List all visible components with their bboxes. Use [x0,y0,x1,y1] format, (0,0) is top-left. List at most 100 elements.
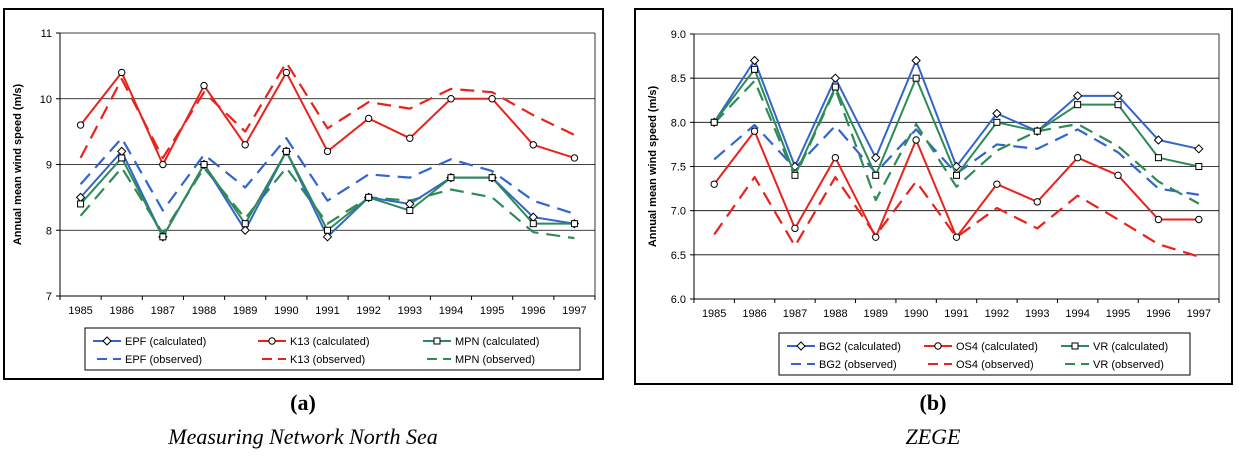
chart-a-data-point [406,207,414,215]
chart-a-legend-marker [433,337,441,345]
chart-a-data-point [488,174,496,182]
chart-b-legend-label: OS4 (calculated) [956,341,1038,353]
chart-a-data-point [159,160,167,169]
chart-a-x-tick-label: 1990 [274,305,298,317]
chart-b-legend-label: BG2 (calculated) [819,341,901,353]
chart-a-data-point [118,154,126,162]
chart-a-data-point [282,147,290,155]
chart-a-x-tick-label: 1997 [562,305,586,317]
chart-a-data-point [240,225,250,235]
chart-a-data-point [200,81,208,90]
chart-b-y-tick-label: 6.5 [671,250,686,262]
chart-b-data-point [1033,198,1041,206]
chart-b-data-point [831,153,840,162]
chart-a-x-tick-label: 1988 [192,305,216,317]
chart-a-series-line [79,61,575,160]
chart-b-x-tick-label: 1985 [702,308,726,320]
chart-b-y-axis-label: Annual mean wind speed (m/s) [647,85,659,247]
chart-b-data-point [791,171,799,179]
chart-b-data-point [1154,154,1162,162]
chart-b-data-point [1195,163,1203,170]
chart-b-data-point [1074,101,1082,109]
chart-a-x-tick-label: 1992 [356,305,380,317]
chart-a-data-point [570,220,578,228]
chart-a-data-point [77,200,85,208]
chart-a-data-point [76,121,85,129]
chart-a-y-tick-label: 9 [46,160,52,172]
chart-a-data-point [241,141,249,149]
chart-a-data-point [118,68,126,77]
chart-a-legend-label: EPF (observed) [125,354,202,366]
chart-b-data-point [1113,91,1123,101]
chart-a-x-tick-label: 1993 [398,305,422,317]
chart-b-data-point [952,233,961,241]
chart-b-data-point [911,55,921,66]
chart-a-x-tick-label: 1991 [315,305,339,317]
chart-a-y-tick-label: 11 [41,28,52,40]
chart-a-x-tick-label: 1986 [109,305,133,317]
chart-a-legend-marker [102,336,112,346]
chart-a-data-point [406,134,414,142]
chart-b-data-point [791,224,799,233]
chart-a-x-tick-label: 1989 [233,305,257,317]
chart-panel-a: 7 8 9 10 11 1985 1986 1987 1988 1989 1990 1991 1992 1… [3,8,604,380]
chart-b-data-point [912,136,920,144]
chart-b-legend-marker [796,341,806,351]
chart-a-legend-label: MPN (calculated) [455,336,539,348]
chart-b-x-tick-label: 1992 [985,308,1009,320]
caption-b: ZEGE [905,424,961,449]
chart-b-data-point [871,152,881,163]
chart-a-x-tick-label: 1996 [521,305,545,317]
chart-a-x-tick-label: 1995 [480,305,504,317]
chart-b-y-tick-label: 6.0 [671,294,686,306]
chart-b-legend-label: VR (calculated) [1093,341,1168,353]
chart-a-data-point [200,161,208,168]
chart-b-x-tick-label: 1994 [1065,308,1089,320]
chart-a-data-point [322,232,333,242]
chart-b-data-point [1033,127,1041,135]
chart-b-legend-label: OS4 (observed) [956,359,1034,371]
chart-a-legend [84,327,581,371]
chart-b-data-point [710,118,718,126]
chart-b-data-point [1154,215,1163,224]
chart-b-data-point [993,180,1001,188]
chart-a-x-tick-label: 1987 [151,305,175,317]
chart-b-legend-marker [1071,342,1079,350]
chart-b-data-point [749,55,760,66]
chart-a-data-point [488,95,496,103]
chart-b-data-point [993,118,1001,126]
chart-b-legend [778,332,1191,376]
chart-a-y-tick-label: 7 [46,291,52,303]
chart-a-data-point [323,147,332,156]
chart-a-x-tick-label: 1985 [68,305,92,317]
chart-a-legend-label: K13 (calculated) [290,336,370,348]
chart-b-data-point [1073,153,1082,162]
chart-b-legend-label: VR (observed) [1093,359,1164,371]
chart-b-y-tick-label: 8.0 [671,117,686,129]
chart-b-data-point [1153,135,1164,145]
chart-b-x-tick-label: 1997 [1187,308,1211,320]
chart-a-legend-marker [268,337,276,345]
chart-b-x-tick-label: 1990 [904,308,928,320]
chart-a-legend-label: K13 (observed) [290,354,365,366]
chart-b-data-point [872,233,880,241]
chart-a-data-point [529,220,537,228]
chart-b-x-tick-label: 1995 [1106,308,1130,320]
chart-a-series-line [79,137,575,215]
chart-a-data-point [570,154,579,162]
panel-label-a: (a) [290,390,316,415]
chart-a-data-point [159,233,167,241]
chart-b-legend-label: BG2 (observed) [819,359,897,371]
chart-b-data-point [1194,144,1204,154]
chart-a-y-tick-label: 8 [46,225,52,237]
panel-label-b: (b) [919,390,947,415]
chart-a-svg: 7 8 9 10 11 1985 1986 1987 1988 1989 1990 1991 1992 1… [12,28,596,371]
chart-b-data-point [831,83,839,91]
chart-a-y-axis-label: Annual mean wind speed (m/s) [12,83,24,245]
chart-b-x-tick-label: 1989 [863,308,887,320]
chart-b-data-point [830,73,841,83]
chart-a-data-point [447,95,455,103]
chart-a-legend-label: MPN (observed) [455,354,535,366]
chart-b-x-tick-label: 1996 [1146,308,1170,320]
chart-b-data-point [1114,101,1122,109]
